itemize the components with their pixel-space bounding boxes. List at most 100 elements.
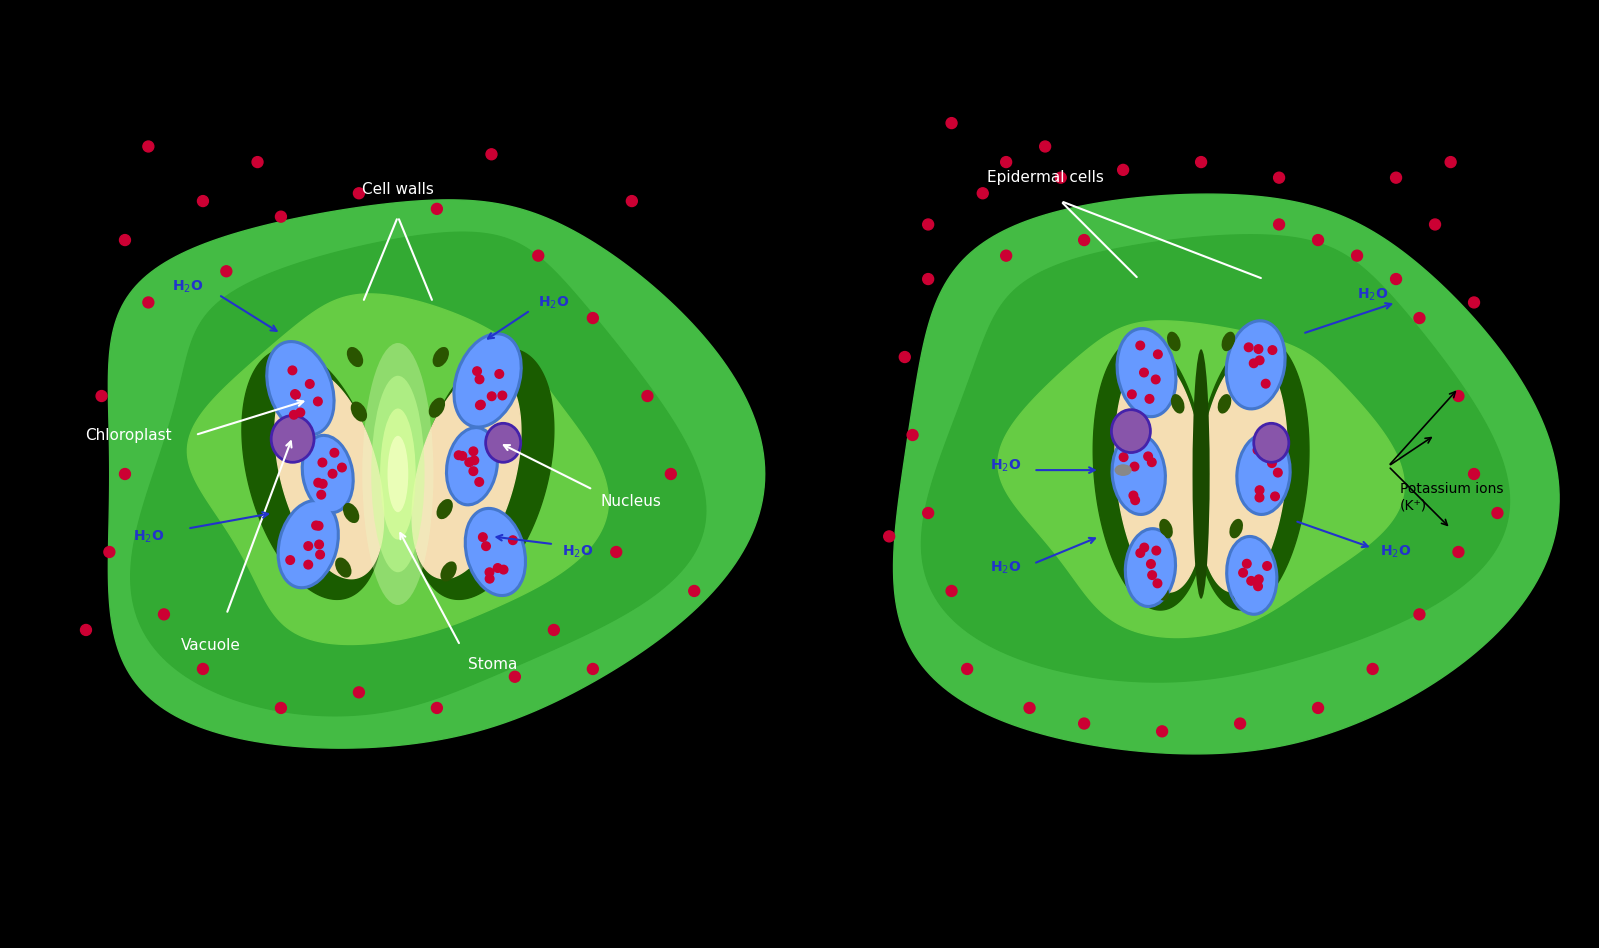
Circle shape: [899, 352, 910, 362]
Circle shape: [689, 586, 700, 596]
Circle shape: [291, 391, 301, 399]
Circle shape: [353, 188, 365, 199]
Circle shape: [1313, 702, 1324, 714]
Circle shape: [198, 195, 208, 207]
Circle shape: [315, 540, 323, 549]
Circle shape: [884, 531, 894, 542]
Circle shape: [1135, 341, 1145, 350]
Ellipse shape: [453, 332, 523, 428]
Circle shape: [469, 467, 478, 476]
Text: H$_2$O: H$_2$O: [171, 279, 203, 295]
Circle shape: [1148, 458, 1156, 466]
Circle shape: [158, 609, 169, 620]
Ellipse shape: [440, 561, 457, 581]
Ellipse shape: [336, 557, 352, 577]
Ellipse shape: [350, 402, 368, 422]
Text: H$_2$O: H$_2$O: [990, 458, 1022, 474]
Circle shape: [1079, 718, 1089, 729]
Circle shape: [665, 468, 676, 480]
Circle shape: [1151, 375, 1159, 384]
Circle shape: [1127, 390, 1137, 398]
Circle shape: [1242, 559, 1250, 568]
Circle shape: [1263, 561, 1271, 571]
Circle shape: [313, 397, 321, 406]
Ellipse shape: [437, 499, 453, 520]
Polygon shape: [109, 200, 764, 748]
Circle shape: [486, 149, 497, 159]
Circle shape: [1135, 549, 1145, 557]
Circle shape: [198, 664, 208, 674]
Text: H$_2$O: H$_2$O: [133, 528, 165, 544]
Circle shape: [1255, 356, 1263, 365]
Polygon shape: [894, 194, 1559, 754]
Circle shape: [296, 409, 305, 417]
Circle shape: [641, 391, 652, 401]
Circle shape: [291, 390, 299, 398]
Circle shape: [1254, 345, 1263, 354]
Text: Chloroplast: Chloroplast: [85, 428, 171, 443]
Circle shape: [1055, 173, 1067, 183]
Polygon shape: [187, 294, 609, 645]
Polygon shape: [1194, 338, 1310, 610]
Circle shape: [142, 297, 154, 308]
Text: H$_2$O: H$_2$O: [561, 544, 593, 560]
Circle shape: [1391, 274, 1401, 284]
Ellipse shape: [1230, 519, 1242, 538]
Ellipse shape: [1115, 465, 1132, 476]
Circle shape: [353, 687, 365, 698]
Circle shape: [923, 274, 934, 284]
Ellipse shape: [464, 507, 528, 597]
Circle shape: [627, 195, 638, 207]
Ellipse shape: [280, 502, 337, 586]
Circle shape: [469, 447, 478, 456]
Circle shape: [104, 547, 115, 557]
Circle shape: [1255, 575, 1263, 584]
Ellipse shape: [342, 502, 360, 523]
Circle shape: [1140, 543, 1148, 552]
Circle shape: [457, 451, 467, 460]
Circle shape: [1414, 313, 1425, 323]
Circle shape: [1492, 507, 1503, 519]
Circle shape: [473, 367, 481, 375]
Circle shape: [548, 625, 560, 635]
Ellipse shape: [467, 510, 524, 594]
Circle shape: [312, 521, 320, 530]
Circle shape: [1151, 546, 1161, 555]
Ellipse shape: [1222, 332, 1234, 351]
Circle shape: [477, 400, 484, 409]
Circle shape: [142, 141, 154, 152]
Polygon shape: [921, 235, 1509, 682]
Ellipse shape: [381, 409, 416, 539]
Circle shape: [1313, 234, 1324, 246]
Circle shape: [611, 547, 622, 557]
Circle shape: [1118, 164, 1129, 175]
Circle shape: [1130, 496, 1140, 504]
Ellipse shape: [429, 397, 445, 418]
Circle shape: [497, 392, 507, 400]
Circle shape: [1430, 219, 1441, 230]
Ellipse shape: [1167, 332, 1180, 351]
Polygon shape: [414, 349, 553, 599]
Circle shape: [475, 478, 483, 486]
Circle shape: [286, 556, 294, 564]
Circle shape: [484, 568, 494, 576]
Polygon shape: [275, 370, 384, 578]
Circle shape: [1274, 173, 1284, 183]
Circle shape: [1453, 547, 1465, 557]
Circle shape: [289, 410, 297, 419]
Polygon shape: [131, 232, 705, 716]
Circle shape: [947, 586, 958, 596]
Circle shape: [499, 565, 508, 574]
Circle shape: [328, 469, 337, 478]
Circle shape: [1140, 368, 1148, 376]
Circle shape: [1254, 446, 1262, 454]
Circle shape: [1001, 156, 1012, 168]
Circle shape: [329, 448, 339, 457]
Circle shape: [1249, 359, 1258, 368]
Circle shape: [305, 379, 313, 389]
Ellipse shape: [1116, 327, 1177, 418]
Ellipse shape: [1124, 527, 1177, 608]
Ellipse shape: [277, 499, 341, 590]
Circle shape: [317, 490, 326, 499]
Circle shape: [317, 550, 325, 559]
